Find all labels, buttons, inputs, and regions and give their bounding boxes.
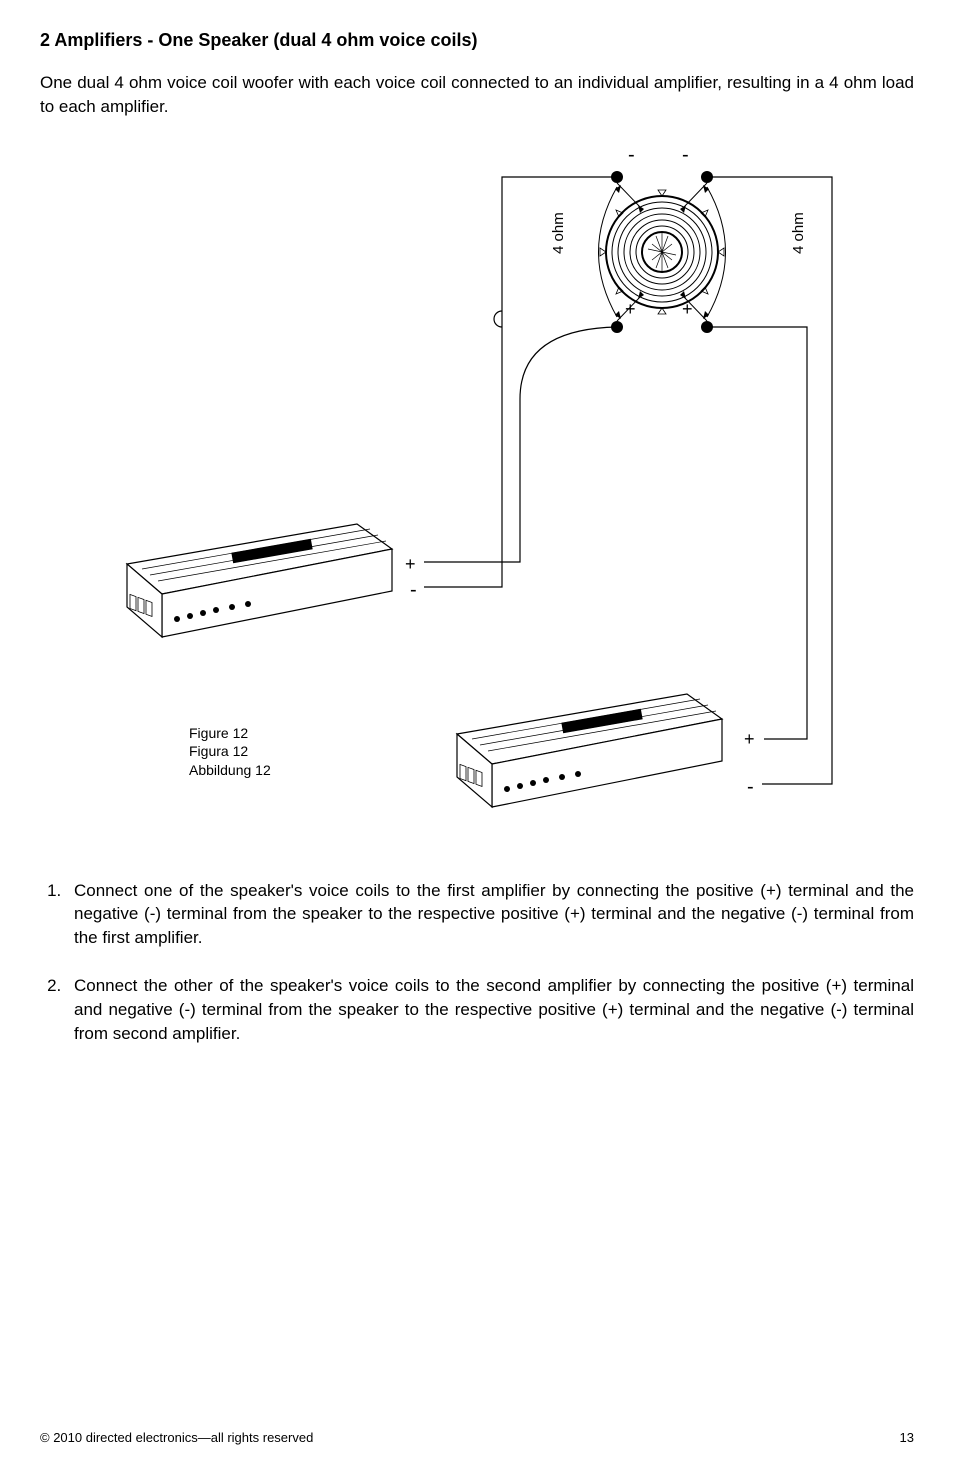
wiring-diagram: 4 ohm 4 ohm - - + + [42, 149, 912, 829]
wiring-lines [42, 149, 912, 829]
page-number: 13 [900, 1430, 914, 1445]
page-footer: © 2010 directed electronics—all rights r… [40, 1430, 914, 1445]
figure-label-de: Abbildung 12 [189, 761, 271, 780]
section-heading: 2 Amplifiers - One Speaker (dual 4 ohm v… [40, 30, 914, 51]
intro-paragraph: One dual 4 ohm voice coil woofer with ea… [40, 71, 914, 119]
figure-label-en: Figure 12 [189, 724, 271, 743]
figure-caption: Figure 12 Figura 12 Abbildung 12 [189, 724, 271, 781]
figure-label-es: Figura 12 [189, 742, 271, 761]
instruction-step-2: Connect the other of the speaker's voice… [66, 974, 914, 1045]
instruction-list: Connect one of the speaker's voice coils… [40, 879, 914, 1046]
instruction-step-1: Connect one of the speaker's voice coils… [66, 879, 914, 950]
copyright-text: © 2010 directed electronics—all rights r… [40, 1430, 313, 1445]
